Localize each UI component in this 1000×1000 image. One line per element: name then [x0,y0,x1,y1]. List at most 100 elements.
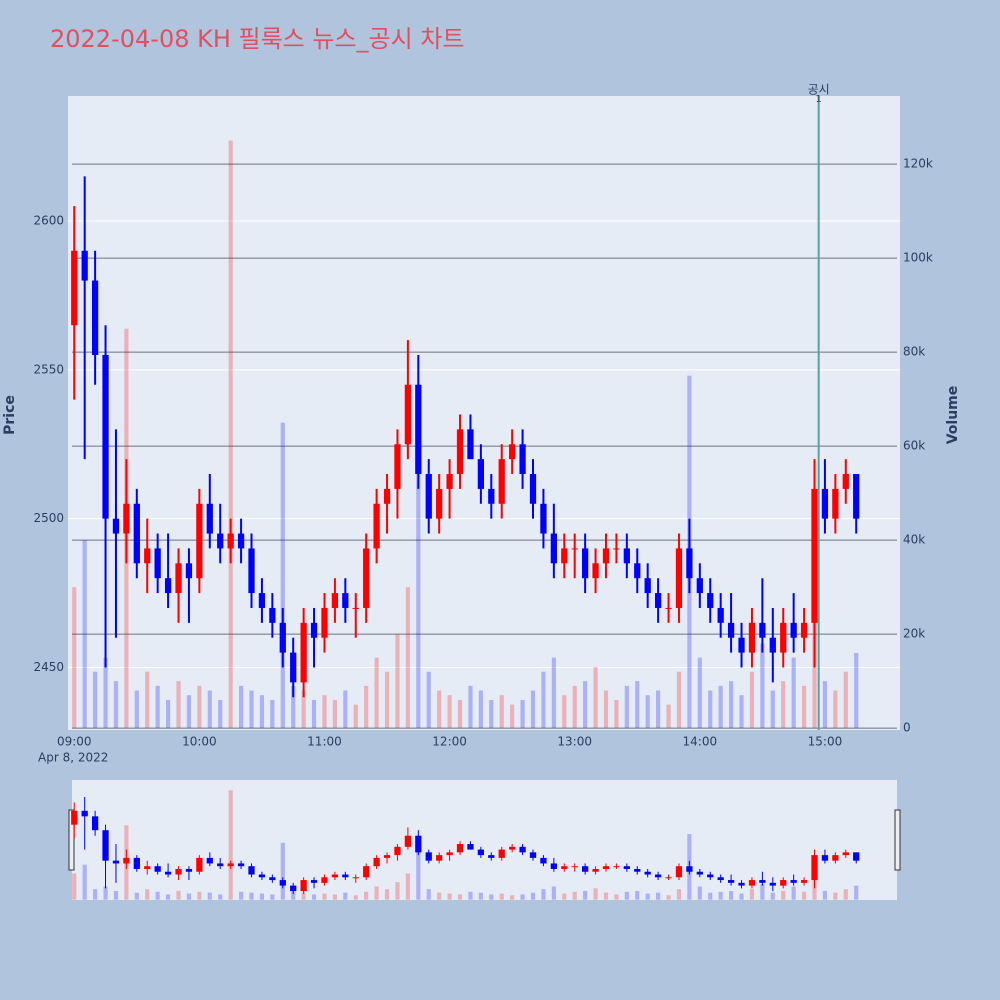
candle-body [717,607,724,623]
candle-body [331,874,339,878]
range-slider[interactable] [72,780,897,900]
y2-axis-title: Volume [945,386,961,445]
volume-bar [541,889,546,900]
candle-body [154,548,161,579]
volume-bar [332,699,337,729]
volume-bar [145,889,150,900]
volume-bar [437,892,442,900]
candle-body [842,474,849,489]
candle-body [394,444,401,489]
candle-body [738,637,745,653]
candle-body [248,866,255,875]
candle-body [279,622,286,653]
volume-bar [72,873,77,900]
candle-body [237,533,245,549]
volume-bar [478,690,483,729]
candle-body [164,578,172,594]
candle-body [112,860,120,864]
volume-bar [93,671,98,729]
candle-body [258,593,266,608]
candle-body [133,503,140,564]
candle-body [436,488,443,519]
volume-bar [82,540,87,729]
candle-body [644,578,651,594]
candle-body [331,593,339,608]
candle-body [436,855,443,861]
candle-body [446,852,453,856]
candle-body [592,563,599,579]
volume-bar [562,695,567,729]
candle-body [602,866,610,869]
candle-body [529,852,537,858]
volume-bar [760,643,765,729]
volume-bar [145,671,150,729]
candle-body [686,548,693,579]
volume-bar [781,681,786,729]
volume-bar [82,864,87,900]
candle-body [300,880,307,892]
slider-handle[interactable] [894,809,901,871]
candle-body [185,563,193,579]
candle-body [790,622,797,638]
candle-body [467,429,474,460]
volume-bar [384,671,390,729]
volume-bar [854,885,859,900]
volume-bar [103,657,108,729]
volume-bar [812,877,817,900]
volume-bar [478,892,483,900]
candle-body [394,846,401,856]
candle-body [498,849,505,858]
volume-bar [186,893,192,900]
volume-bar [489,699,494,729]
candle-body [196,503,203,579]
volume-bar [197,685,202,729]
candle-body [623,548,630,564]
volume-bar [395,634,400,729]
candle-body [175,868,182,875]
candle-body [696,871,703,875]
candle-body [175,563,182,594]
volume-bar [416,851,421,900]
candle-body [71,810,78,825]
volume-bar [739,893,744,900]
slider-handle[interactable] [68,809,75,871]
y2-tick-label: 20k [903,627,925,641]
candle-body [811,855,818,881]
candle-body [300,622,307,683]
volume-bar [530,690,536,729]
candle-body [310,880,318,883]
candle-body [290,652,297,683]
volume-bar [624,685,629,729]
volume-bar [666,704,671,729]
volume-bar [238,685,244,729]
candle-body [665,877,672,879]
candle-body [227,533,234,549]
y-tick-label: 2550 [33,362,64,376]
y2-tick-label: 60k [903,439,925,453]
volume-bar [708,892,713,900]
volume-bar [562,893,567,900]
volume-bar [583,681,588,729]
volume-bar [770,892,775,900]
volume-bar [270,894,275,900]
volume-bar [822,890,828,900]
volume-bar [353,895,358,900]
volume-bar [228,140,233,729]
volume-bar [749,671,755,729]
y-axis-title: Price [2,395,18,435]
volume-bar [416,469,421,729]
volume-bar [833,690,838,729]
candle-body [634,868,641,872]
volume-bar [781,890,786,900]
candle-body [571,866,578,868]
candle-body [519,444,526,475]
candle-body [342,874,349,878]
volume-bar [280,422,285,729]
volume-bar [656,690,661,729]
volume-bar [280,842,285,900]
candle-body [529,474,537,504]
candle-body [582,866,589,872]
candle-body [644,871,651,875]
volume-bar [666,895,671,900]
candle-body [613,866,620,868]
